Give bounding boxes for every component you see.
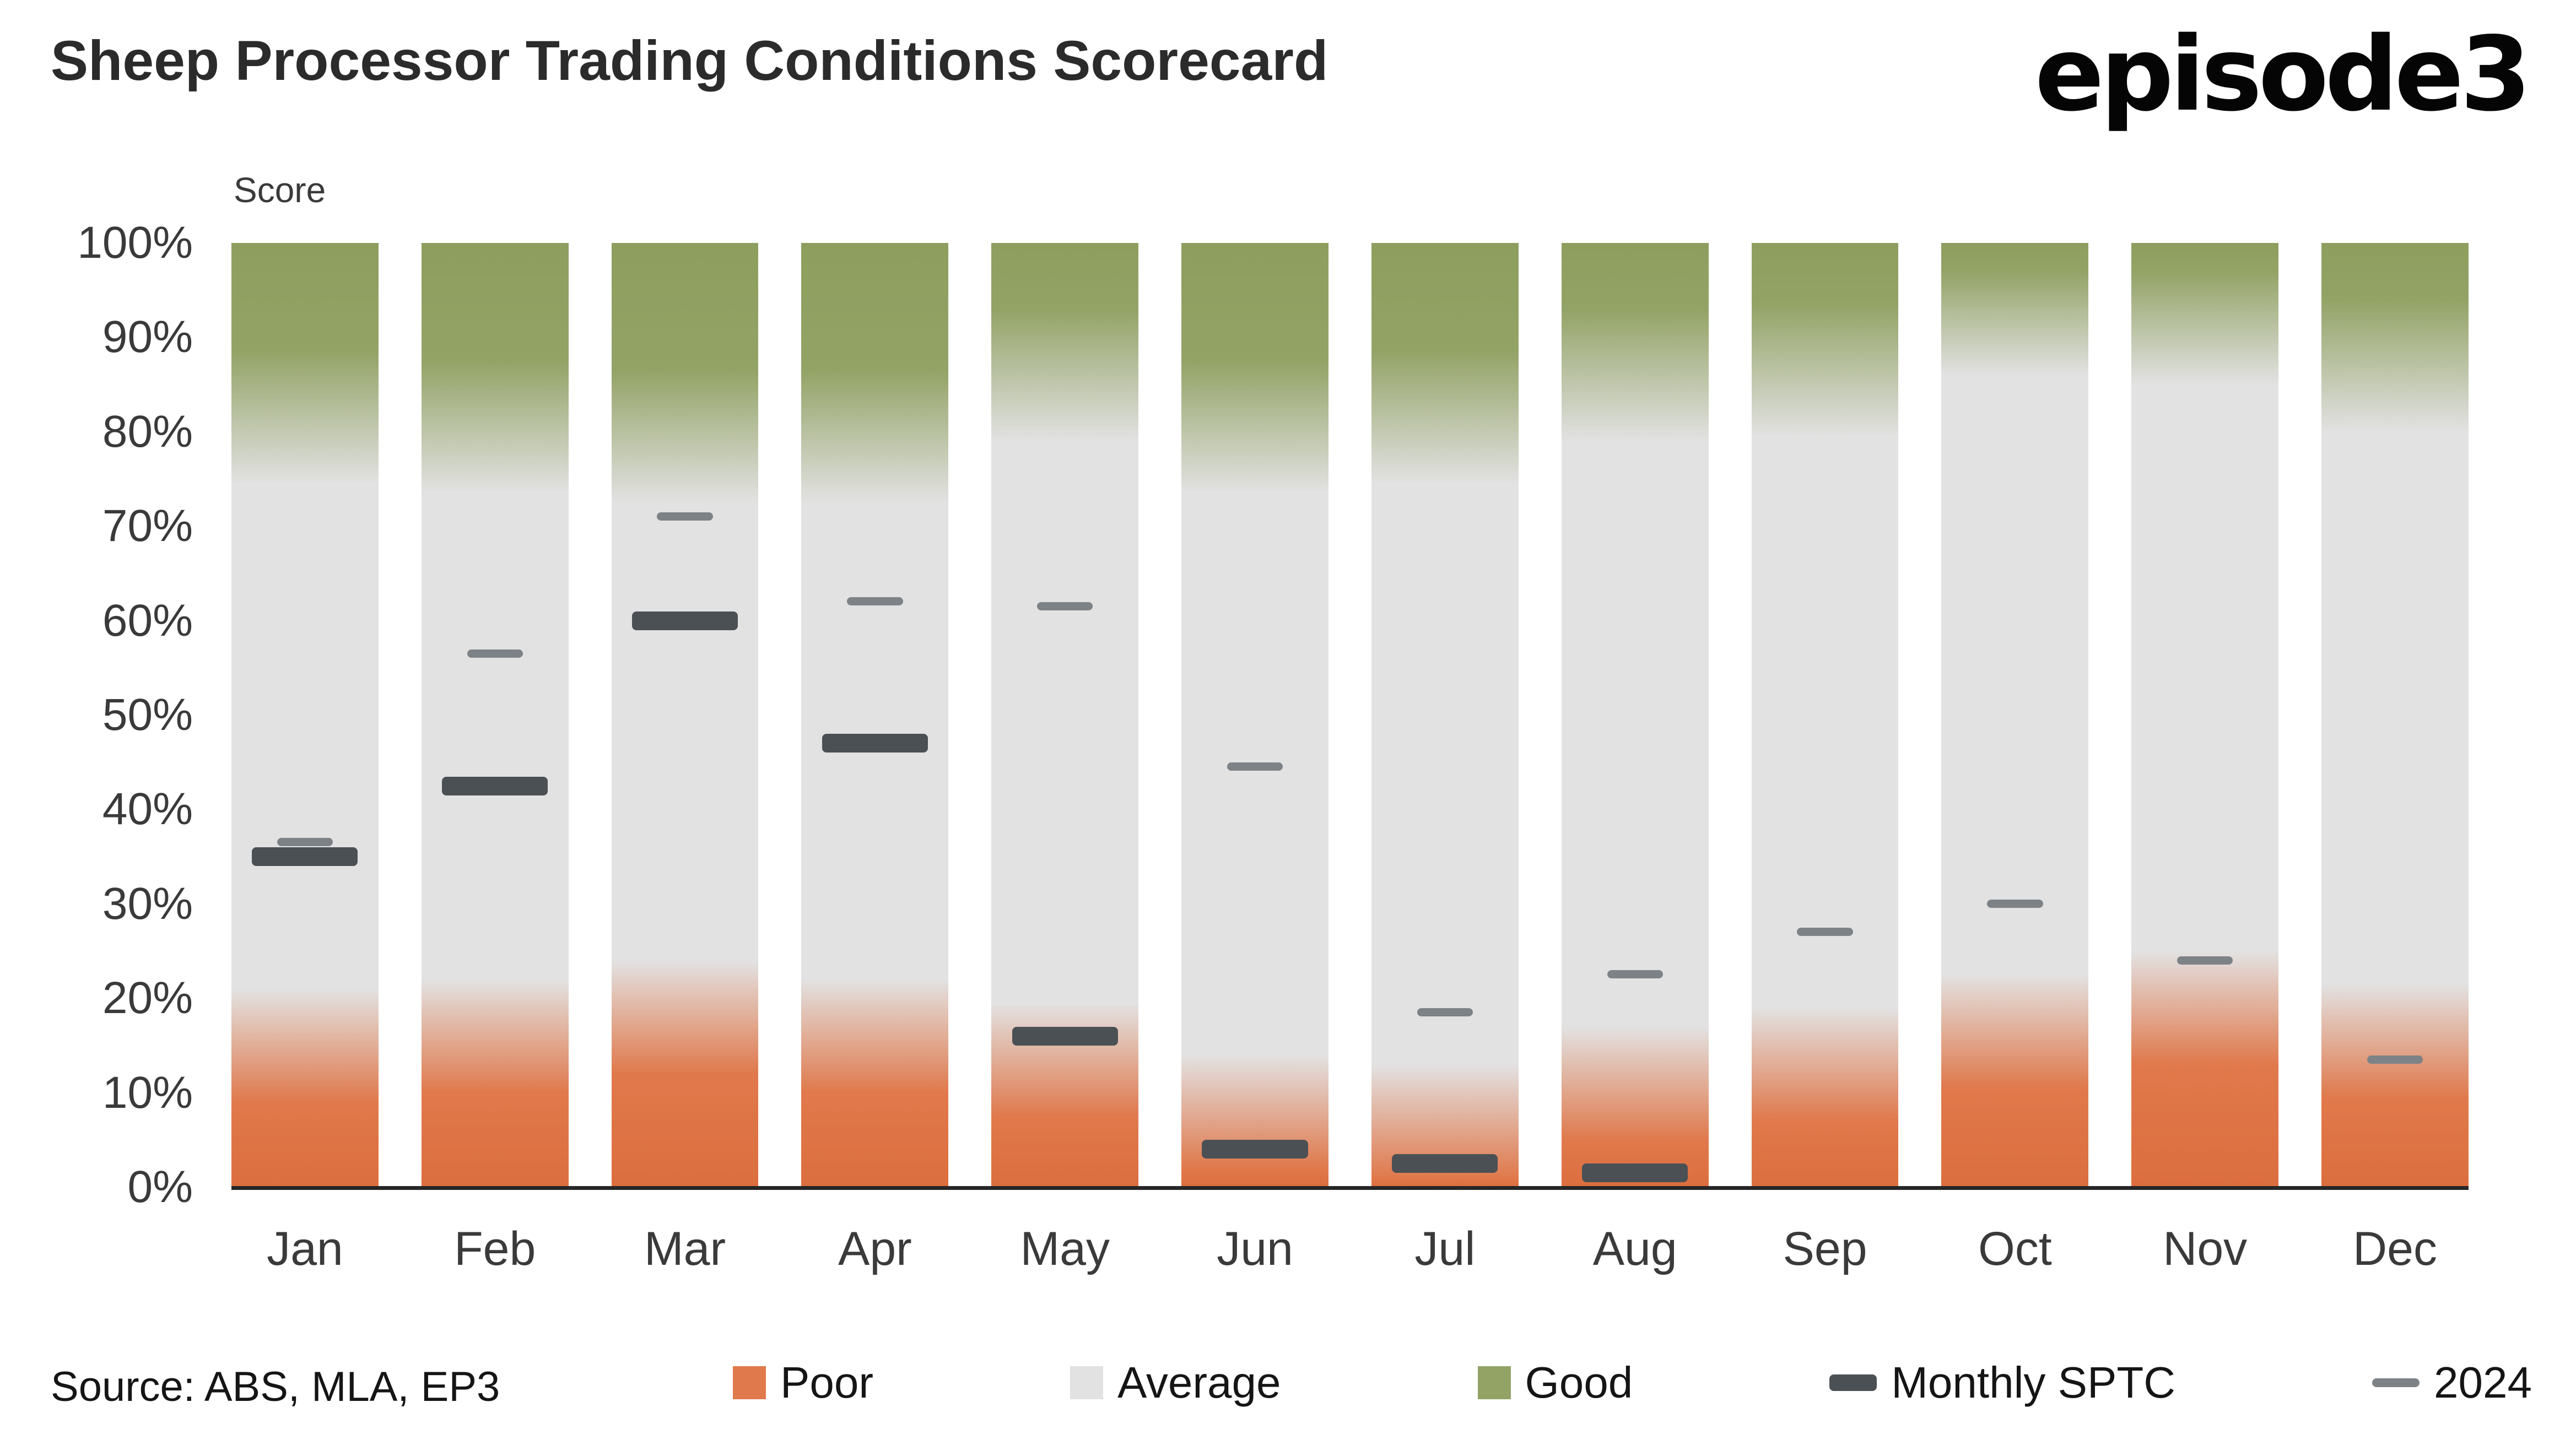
marker-2024 xyxy=(2367,1055,2423,1064)
monthly-sptc-marker xyxy=(1582,1163,1688,1183)
monthly-sptc-marker xyxy=(442,776,548,795)
monthly-sptc-marker xyxy=(1012,1026,1118,1046)
average-swatch-icon xyxy=(1070,1366,1103,1399)
bar-apr xyxy=(801,243,949,1187)
y-tick-label: 10% xyxy=(102,1067,193,1118)
bar-jan xyxy=(231,243,379,1187)
y-tick-label: 80% xyxy=(102,406,193,457)
marker-2024 xyxy=(1037,602,1093,610)
bar-jul xyxy=(1371,243,1519,1187)
legend: Poor Average Good Monthly SPTC 2024 xyxy=(733,1354,2532,1411)
bar-mar xyxy=(611,243,759,1187)
marker-2024 xyxy=(1227,762,1283,771)
marker-2024 xyxy=(657,512,713,521)
legend-item-2024: 2024 xyxy=(2372,1357,2532,1408)
monthly-sptc-marker xyxy=(252,847,358,867)
bar-nov xyxy=(2131,243,2279,1187)
marker-2024 xyxy=(277,838,333,847)
y-tick-label: 100% xyxy=(77,218,193,268)
marker-2024 xyxy=(1607,970,1663,979)
good-swatch-icon xyxy=(1477,1366,1511,1399)
legend-item-monthly-sptc: Monthly SPTC xyxy=(1829,1357,2175,1408)
x-axis-label-nov: Nov xyxy=(2163,1222,2248,1275)
episode3-logo: episode3 xyxy=(2034,14,2531,134)
x-axis-label-oct: Oct xyxy=(1978,1222,2052,1275)
legend-label-poor: Poor xyxy=(780,1358,873,1407)
bar-jun xyxy=(1181,243,1328,1187)
poor-swatch-icon xyxy=(733,1366,766,1399)
x-axis-label-aug: Aug xyxy=(1592,1222,1677,1275)
marker-2024 xyxy=(1987,899,2043,908)
monthly-sptc-swatch-icon xyxy=(1829,1374,1877,1391)
marker-2024 xyxy=(1797,928,1853,937)
source-note: Source: ABS, MLA, EP3 xyxy=(51,1363,500,1410)
bar-aug xyxy=(1561,243,1709,1187)
x-axis-label-feb: Feb xyxy=(454,1222,536,1275)
y-axis-title: Score xyxy=(234,170,326,210)
y-tick-label: 90% xyxy=(102,312,193,362)
y-tick-label: 70% xyxy=(102,501,193,551)
x-axis-label-dec: Dec xyxy=(2353,1222,2437,1275)
y-axis-labels: 0% 10% 20% 30% 40% 50% 60% 70% 80% 90% 100% xyxy=(22,220,193,1210)
x-axis-label-apr: Apr xyxy=(838,1222,912,1275)
y-tick-label: 0% xyxy=(127,1162,193,1212)
x-axis-label-sep: Sep xyxy=(1783,1222,1867,1275)
marker-2024 xyxy=(847,597,903,606)
x-axis-label-may: May xyxy=(1020,1222,1110,1275)
x-axis-label-jan: Jan xyxy=(267,1222,343,1275)
monthly-sptc-marker xyxy=(1202,1140,1308,1159)
y-tick-label: 30% xyxy=(102,878,193,929)
x-axis-label-mar: Mar xyxy=(644,1222,726,1275)
bar-sep xyxy=(1751,243,1899,1187)
monthly-sptc-marker xyxy=(632,611,738,630)
y-tick-label: 60% xyxy=(102,595,193,646)
marker-2024 xyxy=(1417,1008,1473,1016)
2024-swatch-icon xyxy=(2372,1378,2420,1387)
x-axis-labels: Jan Feb Mar Apr May Jun Jul Aug Sep Oct Nov Dec xyxy=(231,1222,2469,1276)
bar-feb xyxy=(421,243,569,1187)
x-axis-label-jun: Jun xyxy=(1217,1222,1293,1275)
marker-2024 xyxy=(467,649,523,658)
legend-item-average: Average xyxy=(1070,1357,1281,1408)
monthly-sptc-marker xyxy=(1392,1154,1498,1173)
bar-oct xyxy=(1941,243,2089,1187)
legend-label-monthly-sptc: Monthly SPTC xyxy=(1891,1358,2175,1407)
chart-title: Sheep Processor Trading Conditions Score… xyxy=(51,29,1328,92)
legend-label-average: Average xyxy=(1117,1358,1281,1407)
legend-label-2024: 2024 xyxy=(2433,1358,2532,1407)
bar-may xyxy=(991,243,1139,1187)
monthly-sptc-marker xyxy=(822,734,928,753)
bar-dec xyxy=(2321,243,2469,1187)
legend-label-good: Good xyxy=(1525,1358,1633,1407)
legend-item-poor: Poor xyxy=(733,1357,873,1408)
y-tick-label: 20% xyxy=(102,973,193,1024)
x-axis-line xyxy=(231,1186,2469,1190)
marker-2024 xyxy=(2177,956,2233,965)
y-tick-label: 50% xyxy=(102,690,193,740)
x-axis-label-jul: Jul xyxy=(1414,1222,1476,1275)
legend-item-good: Good xyxy=(1477,1357,1633,1408)
plot-area xyxy=(231,243,2469,1187)
y-tick-label: 40% xyxy=(102,784,193,835)
